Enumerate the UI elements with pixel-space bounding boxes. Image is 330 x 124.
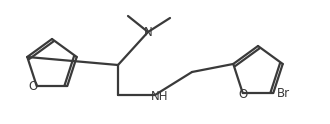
Text: O: O	[28, 79, 37, 93]
Text: Br: Br	[277, 87, 290, 100]
Text: NH: NH	[151, 91, 169, 104]
Text: O: O	[238, 88, 248, 101]
Text: N: N	[144, 26, 152, 38]
